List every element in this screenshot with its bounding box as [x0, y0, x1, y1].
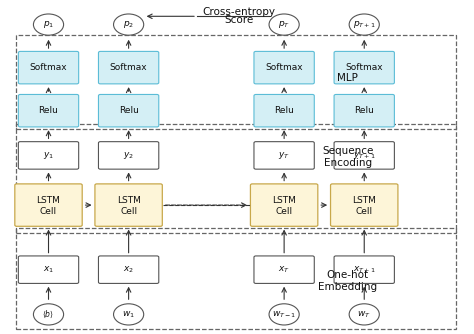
FancyBboxPatch shape — [330, 184, 398, 226]
Text: LSTM: LSTM — [36, 196, 61, 205]
FancyBboxPatch shape — [99, 51, 159, 84]
Text: LSTM: LSTM — [272, 196, 296, 205]
FancyBboxPatch shape — [254, 95, 314, 127]
FancyBboxPatch shape — [334, 256, 394, 284]
Text: $p_1$: $p_1$ — [43, 19, 54, 30]
Text: $y_1$: $y_1$ — [43, 150, 54, 161]
Text: $y_{T+1}$: $y_{T+1}$ — [353, 150, 375, 161]
Text: $w_1$: $w_1$ — [122, 309, 135, 320]
Text: Cell: Cell — [120, 207, 137, 216]
Text: Cell: Cell — [40, 207, 57, 216]
Circle shape — [114, 14, 144, 35]
Circle shape — [34, 14, 64, 35]
Text: $p_T$: $p_T$ — [278, 19, 290, 30]
Text: Relu: Relu — [274, 106, 294, 115]
Text: Softmax: Softmax — [110, 63, 147, 72]
Text: MLP: MLP — [337, 72, 358, 82]
Text: Cell: Cell — [356, 207, 373, 216]
FancyBboxPatch shape — [18, 142, 79, 169]
Text: Softmax: Softmax — [346, 63, 383, 72]
Text: LSTM: LSTM — [117, 196, 141, 205]
Text: $p_{T+1}$: $p_{T+1}$ — [353, 19, 375, 30]
Text: Relu: Relu — [354, 106, 374, 115]
Text: Relu: Relu — [118, 106, 138, 115]
Text: $y_2$: $y_2$ — [123, 150, 134, 161]
Bar — [16, 34, 456, 129]
Text: $w_{T-1}$: $w_{T-1}$ — [272, 309, 296, 320]
Circle shape — [269, 14, 299, 35]
Circle shape — [34, 304, 64, 325]
Text: Softmax: Softmax — [30, 63, 67, 72]
FancyBboxPatch shape — [18, 256, 79, 284]
FancyBboxPatch shape — [334, 95, 394, 127]
Text: $x_2$: $x_2$ — [123, 265, 134, 275]
FancyBboxPatch shape — [18, 95, 79, 127]
Text: Cross-entropy: Cross-entropy — [203, 7, 276, 17]
Circle shape — [349, 14, 379, 35]
FancyBboxPatch shape — [254, 51, 314, 84]
Text: Softmax: Softmax — [265, 63, 303, 72]
FancyBboxPatch shape — [18, 51, 79, 84]
Text: One-hot
Embedding: One-hot Embedding — [318, 271, 377, 292]
Text: Relu: Relu — [38, 106, 58, 115]
Text: LSTM: LSTM — [352, 196, 376, 205]
FancyBboxPatch shape — [99, 142, 159, 169]
Text: $x_1$: $x_1$ — [43, 265, 54, 275]
Circle shape — [269, 304, 299, 325]
FancyBboxPatch shape — [250, 184, 318, 226]
FancyBboxPatch shape — [99, 256, 159, 284]
Circle shape — [349, 304, 379, 325]
Text: $y_T$: $y_T$ — [278, 150, 290, 161]
Text: Sequence
Encoding: Sequence Encoding — [322, 146, 374, 168]
FancyBboxPatch shape — [254, 256, 314, 284]
Text: $w_T$: $w_T$ — [357, 309, 371, 320]
FancyBboxPatch shape — [99, 95, 159, 127]
Text: $p_2$: $p_2$ — [123, 19, 134, 30]
FancyBboxPatch shape — [95, 184, 162, 226]
Circle shape — [114, 304, 144, 325]
Text: Cell: Cell — [275, 207, 292, 216]
FancyBboxPatch shape — [254, 142, 314, 169]
FancyBboxPatch shape — [334, 142, 394, 169]
Text: Score: Score — [225, 15, 254, 25]
Bar — [16, 124, 456, 233]
FancyBboxPatch shape — [15, 184, 82, 226]
Bar — [16, 228, 456, 329]
Text: $\langle b \rangle$: $\langle b \rangle$ — [43, 309, 55, 320]
FancyBboxPatch shape — [334, 51, 394, 84]
Text: $x_T$: $x_T$ — [278, 265, 290, 275]
Text: $x_{T+1}$: $x_{T+1}$ — [353, 265, 375, 275]
